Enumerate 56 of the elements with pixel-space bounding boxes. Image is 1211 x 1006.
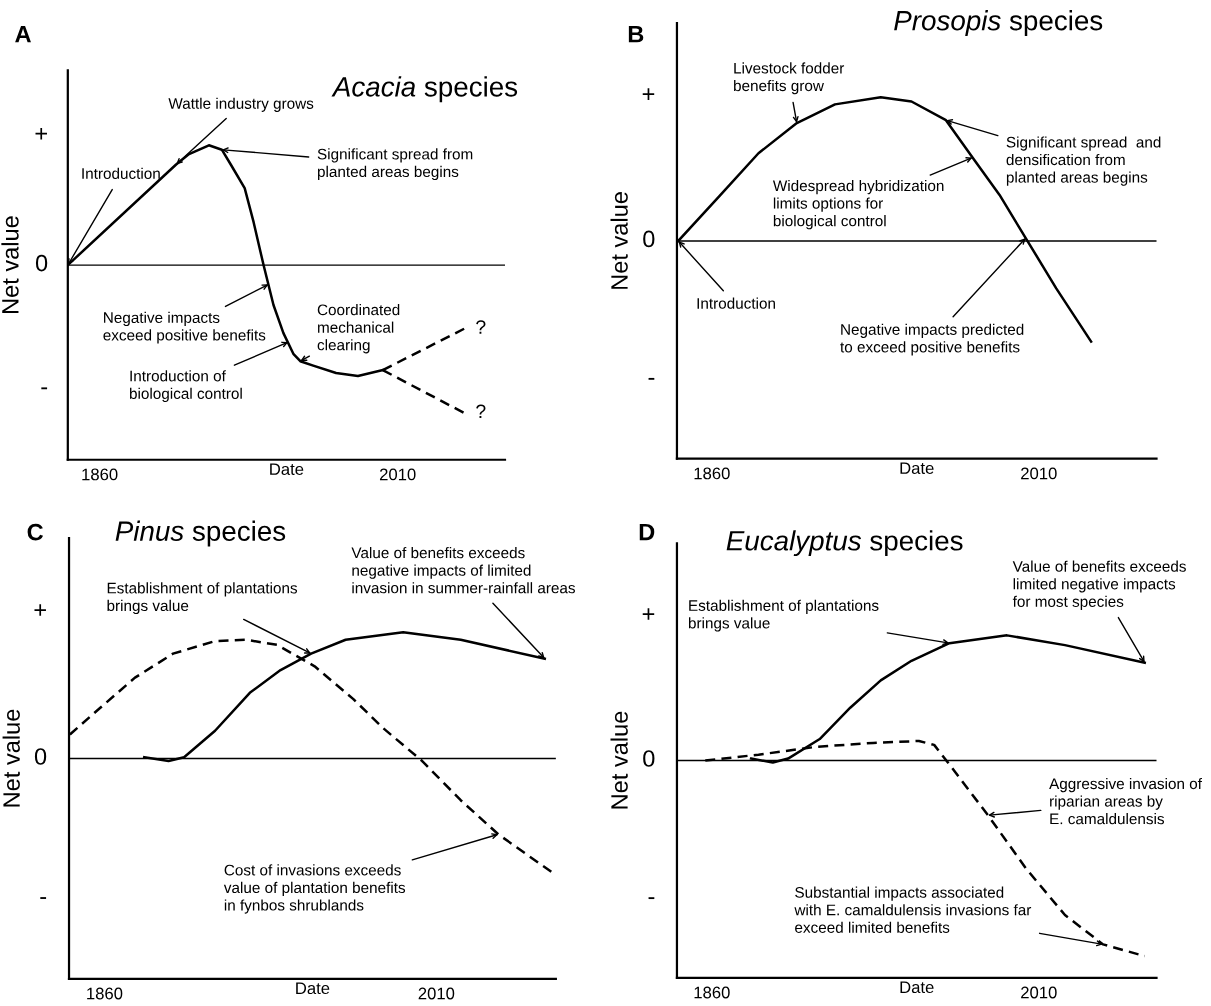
text: - <box>41 387 48 390</box>
text: + <box>642 608 655 620</box>
chart-title: Pinus species <box>115 520 286 547</box>
x-tick-label: 1860 <box>694 467 730 480</box>
annotation: Significant spread from planted areas begins <box>317 148 473 181</box>
x-tick-label: 1860 <box>87 987 123 1000</box>
annotation: Significant spread and densification from planted areas begins <box>1006 136 1161 186</box>
x-axis-title: Date <box>296 982 330 995</box>
annotation: Substantial impacts associated with E. camaldulensis invasions far exceed limited benefits <box>794 886 1032 933</box>
x-tick-label: 1860 <box>694 986 730 999</box>
annotation: ? <box>476 404 486 419</box>
text: - <box>40 897 47 899</box>
x-tick-label: 2010 <box>1021 986 1057 999</box>
annotation: Introduction <box>82 167 160 179</box>
annotation: Coordinated mechanical clearing <box>317 304 400 354</box>
y-axis-title: Net value <box>610 711 628 809</box>
annotation: Value of benefits exceeds limited negative impacts for most species <box>1012 560 1186 610</box>
text: 0 <box>34 748 47 765</box>
x-tick-label: 2010 <box>1021 467 1057 480</box>
annotation: Cost of invasions exceeds value of plantation benefits in fynbos shrublands <box>223 864 406 914</box>
text: + <box>35 127 47 140</box>
chart-title: Eucalyptus species <box>726 530 963 557</box>
annotation: Negative impacts exceed positive benefits <box>103 311 266 344</box>
annotation: Establishment of plantations brings value <box>688 599 879 632</box>
x-axis-title: Date <box>900 981 934 994</box>
text: 0 <box>643 750 655 767</box>
text: A <box>15 26 31 43</box>
text: 0 <box>35 254 48 272</box>
chart-title: Prosopis species <box>894 10 1103 36</box>
annotation: ? <box>476 320 486 334</box>
x-tick-label: 1860 <box>82 468 118 481</box>
annotation: Livestock fodder benefits grow <box>734 62 845 95</box>
text: 0 <box>643 230 655 248</box>
annotation: Negative impacts predicted to exceed positive benefits <box>840 323 1024 356</box>
y-axis-title: Net value <box>610 192 628 289</box>
annotation: Aggressive invasion of riparian areas by E. camaldulensis <box>1049 777 1202 825</box>
text: + <box>642 88 655 100</box>
annotation: Wattle industry grows <box>168 97 314 112</box>
annotation: Establishment of plantations brings value <box>107 582 298 615</box>
text: + <box>34 604 46 616</box>
annotation: Widespread hybridization limits options for biological control <box>772 179 944 230</box>
annotation: Introduction of biological control <box>130 370 242 402</box>
annotation: Introduction <box>697 297 775 309</box>
y-axis-title: Net value <box>2 709 20 807</box>
text: C <box>27 523 44 541</box>
text: - <box>648 377 655 380</box>
x-axis-title: Date <box>900 462 934 475</box>
x-tick-label: 2010 <box>379 468 416 481</box>
x-tick-label: 2010 <box>418 987 455 1000</box>
text: B <box>628 26 644 43</box>
chart-title: Acacia species <box>331 76 518 103</box>
annotation: Value of benefits exceeds negative impacts of limited invasion in summer-rainfall areas <box>351 547 575 594</box>
text: D <box>639 523 655 541</box>
x-axis-title: Date <box>270 463 304 476</box>
text: - <box>648 897 655 900</box>
y-axis-title: Net value <box>1 216 19 314</box>
